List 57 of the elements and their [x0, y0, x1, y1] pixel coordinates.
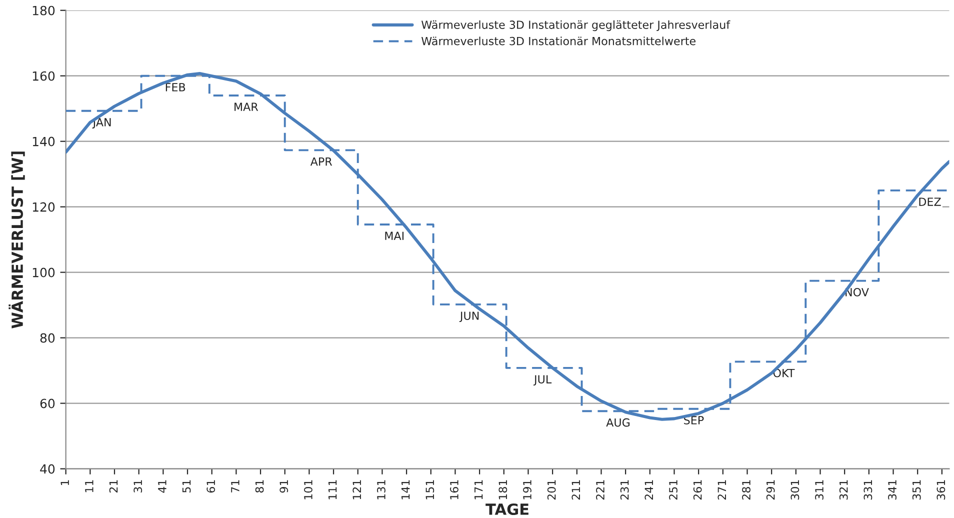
annotation: MAI	[385, 232, 404, 240]
x-tick-label: 161	[450, 480, 458, 500]
x-tick-label: 41	[158, 480, 166, 493]
x-tick-label: 351	[912, 480, 921, 500]
x-tick-label: 301	[790, 480, 800, 500]
x-tick-label: 101	[304, 480, 312, 500]
x-tick-label: 91	[280, 480, 288, 493]
x-tick-label: 251	[669, 480, 678, 500]
x-tick-label: 21	[109, 480, 118, 493]
x-tick-label: 271	[718, 480, 726, 500]
annotation: MAR	[234, 102, 258, 111]
x-axis-title: TAGE	[486, 503, 528, 516]
x-tick-label: 201	[547, 480, 556, 500]
y-tick-label: 100	[32, 268, 55, 278]
y-tick-label: 180	[32, 6, 55, 16]
x-tick-label: 291	[766, 480, 775, 500]
x-tick-label: 261	[693, 480, 702, 500]
annotation: JUL	[533, 375, 552, 386]
x-tick-label: 141	[402, 480, 410, 500]
y-tick-label: 40	[40, 464, 55, 474]
annotation: JUN	[459, 312, 479, 322]
legend-label: Wärmeverluste 3D Instationär geglätteter Jahresverlauf	[421, 20, 730, 32]
x-tick-label: 11	[85, 480, 94, 492]
y-tick-label: 80	[40, 333, 55, 343]
y-tick-label: 60	[40, 398, 55, 408]
x-tick-label: 181	[498, 480, 508, 500]
x-tick-label: 151	[426, 480, 434, 500]
x-tick-label: 361	[936, 480, 946, 500]
y-tick-label: 140	[32, 136, 55, 146]
x-tick-label: 241	[644, 480, 653, 500]
y-tick-label: 120	[32, 202, 55, 212]
annotation: FEB	[166, 83, 186, 92]
annotation: AUG	[606, 418, 630, 427]
x-tick-label: 61	[206, 480, 216, 493]
x-tick-label: 211	[572, 480, 580, 500]
annotation: DEZ	[919, 198, 941, 206]
x-tick-label: 331	[864, 480, 872, 500]
y-axis-title: WÄRMEVERLUST [W]	[8, 152, 25, 328]
y-tick-label: 160	[32, 71, 55, 81]
x-tick-label: 321	[839, 480, 848, 500]
x-tick-label: 111	[328, 480, 337, 500]
x-tick-label: 121	[352, 480, 361, 500]
x-tick-label: 281	[742, 480, 750, 500]
x-tick-label: 231	[620, 480, 629, 500]
x-tick-label: 191	[523, 480, 532, 500]
x-tick-label: 171	[474, 480, 483, 500]
x-tick-label: 221	[596, 480, 604, 500]
x-tick-label: 51	[182, 480, 191, 492]
x-tick-label: 1	[60, 480, 69, 486]
x-tick-label: 81	[255, 480, 264, 493]
annotation: APR	[310, 157, 332, 166]
x-tick-label: 31	[134, 480, 142, 492]
x-tick-label: 341	[888, 480, 896, 500]
legend-label: Wärmeverluste 3D Instationär Monatsmittelwerte	[421, 36, 696, 46]
x-tick-label: 131	[377, 480, 386, 500]
x-tick-label: 71	[231, 480, 240, 492]
x-tick-label: 311	[815, 480, 824, 500]
